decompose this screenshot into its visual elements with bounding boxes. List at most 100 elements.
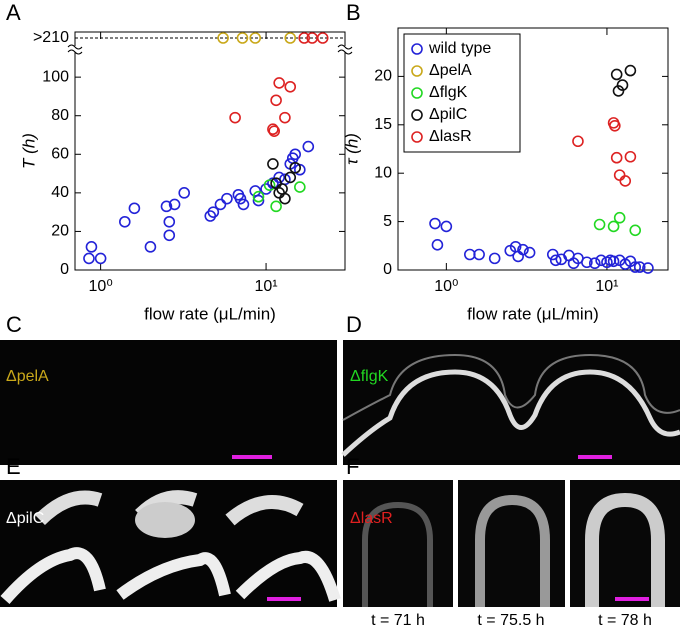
data-point [642,262,654,274]
data-point [609,119,621,132]
data-point [572,135,584,148]
data-point [546,248,559,261]
y-tick-label: 5 [383,213,392,230]
data-point [229,111,241,124]
time-label: t = 78 h [598,612,652,629]
data-point [163,229,176,242]
data-point [581,256,593,269]
data-point [207,206,220,218]
panel-letter: F [346,454,359,479]
x-axis-label: flow rate (μL/min) [144,304,276,323]
time-label: t = 75.5 h [477,612,544,629]
data-point [279,111,291,124]
data-point [85,241,98,253]
data-point [429,217,441,230]
data-point [464,248,476,261]
y-tick-label: 10 [374,164,392,181]
channel [342,353,680,421]
data-point [523,246,536,259]
data-point [270,94,282,107]
data-point [273,77,285,89]
data-point [252,194,265,207]
data-point [607,220,620,233]
y-tick-label: 20 [374,68,392,85]
legend-label: ΔpelA [429,62,472,79]
legend-label: ΔlasR [429,128,472,145]
data-point [289,161,301,174]
data-point [144,241,157,253]
data-point [273,171,285,184]
x-axis-label: flow rate (μL/min) [467,304,599,323]
data-point [488,252,501,265]
data-point [289,148,301,161]
panel-letter: D [346,312,362,337]
data-point [270,200,282,213]
legend-label: ΔflgK [429,84,468,101]
y-tick-label: 60 [51,146,69,163]
data-point [588,257,601,270]
data-point [268,125,281,137]
data-point [633,261,646,273]
micrograph [343,340,680,465]
y-tick-label: >210 [33,29,69,46]
strain-label: ΔflgK [350,368,389,385]
data-point [252,190,265,203]
panel-letter: B [346,0,361,25]
data-point [610,151,623,164]
data-point [237,198,250,211]
biofilm [341,369,680,457]
data-point [440,220,453,233]
y-axis-label: T (h) [19,133,38,169]
data-point [236,32,249,44]
axis-break-gap [69,46,81,52]
x-tick-label: 10¹ [255,278,278,295]
panel-letter: C [6,312,22,337]
data-point [302,140,315,153]
strain-label: ΔpelA [6,368,49,385]
legend-marker [411,131,423,143]
scale-bar [267,597,301,601]
scale-bar [232,455,272,459]
data-point [284,80,297,93]
x-tick-label: 10¹ [595,278,618,295]
data-point [249,32,262,44]
panel-labels: C ΔpelA D ΔflgK E ΔpilC F ΔlasR t = 71 h t = 75.5… [6,312,652,629]
data-point [263,179,276,191]
data-point [612,85,625,97]
channel [585,492,665,607]
channel [475,494,550,607]
scale-bar [615,597,649,601]
micrograph [0,340,337,465]
data-point [610,68,623,81]
data-point [607,255,620,268]
legend-marker [411,43,423,55]
data-point [629,224,642,237]
data-point [616,79,629,91]
micrograph [343,480,453,607]
x-tick-label: 10⁰ [434,278,458,295]
data-point [119,215,131,228]
data-point [234,192,247,205]
data-point [94,252,107,265]
legend-label: wild type [428,40,491,57]
data-point [168,198,181,211]
data-point [316,32,329,44]
data-point [624,64,637,77]
panel-letter: E [6,454,21,479]
axis-break-gap [339,46,351,52]
data-point [267,123,279,136]
y-tick-label: 80 [51,107,69,124]
axis-break [337,44,353,55]
axis-break [67,44,83,55]
data-point [593,218,606,231]
data-point [517,243,529,256]
time-label: t = 71 h [371,612,425,629]
legend-label: ΔpilC [429,106,467,123]
data-point [221,192,233,205]
legend-marker [411,87,423,99]
y-tick-label: 0 [383,261,392,278]
data-point [83,252,95,265]
panel-letter: A [6,0,21,25]
y-axis-label: τ (h) [342,133,361,165]
data-point [629,261,642,273]
